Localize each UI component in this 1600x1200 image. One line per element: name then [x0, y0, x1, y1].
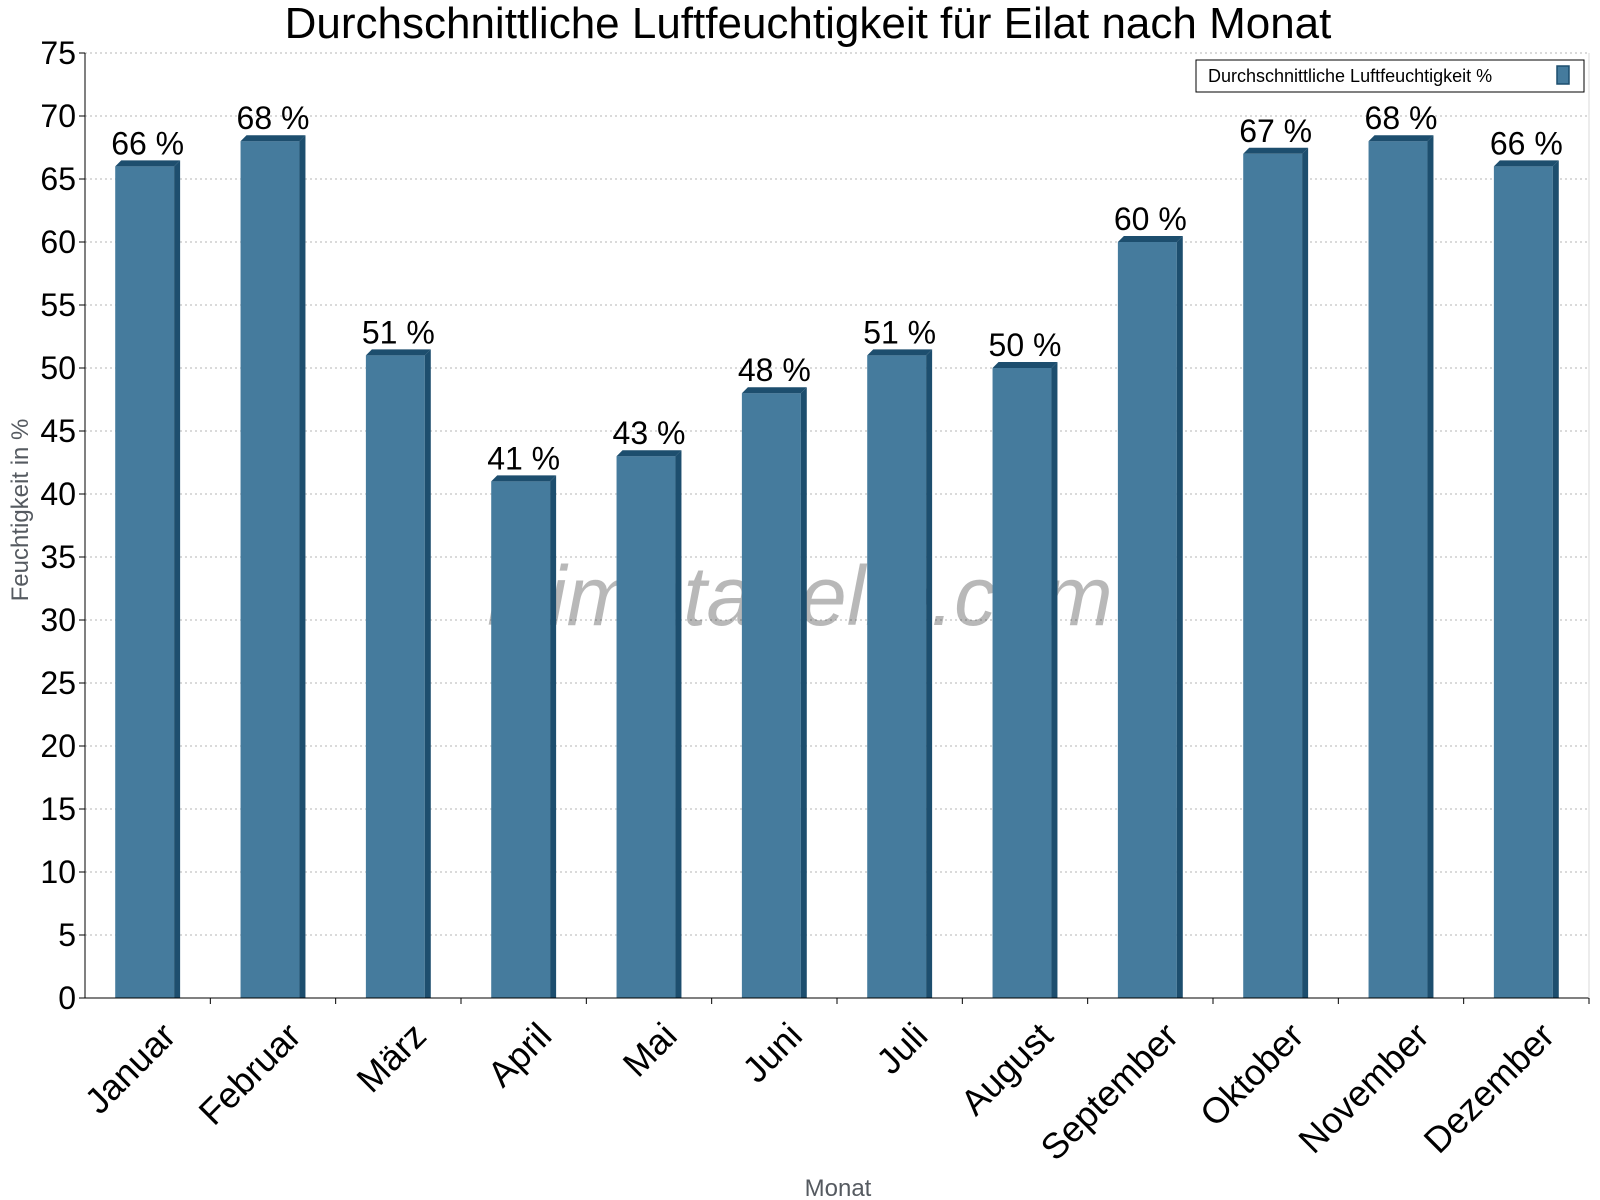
- data-label: 67 %: [1239, 113, 1312, 149]
- bar-top: [115, 160, 181, 167]
- bar: [365, 355, 425, 998]
- data-label: 50 %: [989, 327, 1062, 363]
- bar-side: [1176, 236, 1183, 998]
- y-tick-label: 60: [40, 224, 76, 260]
- bar: [992, 368, 1052, 998]
- chart-title: Durchschnittliche Luftfeuchtigkeit für E…: [285, 0, 1332, 48]
- bar-side: [550, 475, 557, 998]
- y-tick-label: 70: [40, 98, 76, 134]
- bar-side: [1302, 147, 1309, 999]
- bar-side: [299, 135, 306, 998]
- y-axis-title: Feuchtigkeit in %: [7, 419, 34, 602]
- bar-top: [616, 450, 682, 457]
- y-tick-label: 40: [40, 476, 76, 512]
- y-tick-label: 65: [40, 161, 76, 197]
- x-tick-label: September: [1032, 1015, 1186, 1169]
- y-tick-label: 15: [40, 791, 76, 827]
- bar-top: [867, 349, 933, 356]
- bar: [616, 456, 676, 998]
- bar-top: [1243, 147, 1309, 154]
- bar-side: [800, 387, 807, 998]
- bar-side: [1051, 362, 1058, 998]
- data-label: 66 %: [1490, 125, 1563, 161]
- bar-top: [1493, 160, 1559, 167]
- y-ticks: 0 5 10 15 20 25 30 35 40 45 50 55 60 65 70 75: [40, 35, 85, 1016]
- x-tick-label: Januar: [76, 1015, 183, 1122]
- bar: [1117, 242, 1177, 998]
- x-tick-label: August: [952, 1015, 1060, 1123]
- y-tick-label: 75: [40, 35, 76, 71]
- bar: [1493, 166, 1553, 998]
- bar: [1243, 153, 1303, 999]
- y-tick-label: 25: [40, 665, 76, 701]
- bar: [1368, 141, 1428, 998]
- data-label: 68 %: [237, 100, 310, 136]
- bar: [240, 141, 300, 998]
- y-tick-label: 50: [40, 350, 76, 386]
- legend: Durchschnittliche Luftfeuchtigkeit %: [1195, 59, 1585, 93]
- x-tick-label: Juli: [868, 1015, 935, 1082]
- bar: [115, 166, 175, 998]
- bar-top: [365, 349, 431, 356]
- bars: 66 % 68 % 51 % 41 % 43 % 48 % 51 % 50 % 60 % 67 %…: [111, 100, 1563, 999]
- x-tick-label: November: [1290, 1015, 1436, 1161]
- x-tick-label: April: [479, 1015, 559, 1095]
- y-tick-label: 0: [58, 980, 76, 1016]
- x-tick-label: Februar: [191, 1015, 309, 1133]
- bar-top: [992, 362, 1058, 368]
- data-label: 51 %: [863, 314, 936, 350]
- y-tick-label: 55: [40, 287, 76, 323]
- data-label: 66 %: [111, 125, 184, 161]
- data-label: 41 %: [487, 440, 560, 476]
- bar-side: [926, 349, 933, 998]
- y-tick-label: 35: [40, 539, 76, 575]
- legend-swatch: [1556, 65, 1570, 85]
- x-tick-label: Oktober: [1192, 1015, 1312, 1135]
- data-label: 43 %: [613, 415, 686, 451]
- data-label: 60 %: [1114, 201, 1187, 237]
- data-label: 48 %: [738, 352, 811, 388]
- bar-top: [1117, 236, 1183, 242]
- bar-top: [1368, 135, 1434, 142]
- x-axis-title: Monat: [805, 1175, 872, 1200]
- x-tick-label: Juni: [734, 1015, 810, 1091]
- bar-top: [741, 387, 807, 394]
- x-tick-label: März: [348, 1015, 434, 1101]
- bar: [867, 355, 927, 998]
- x-tick-label: Mai: [615, 1015, 685, 1085]
- bar-side: [675, 450, 682, 998]
- bar-top: [491, 475, 557, 482]
- bar-top: [240, 135, 306, 142]
- legend-label: Durchschnittliche Luftfeuchtigkeit %: [1208, 66, 1492, 86]
- x-tick-label: Dezember: [1416, 1015, 1562, 1161]
- data-label: 68 %: [1365, 100, 1438, 136]
- y-tick-label: 10: [40, 854, 76, 890]
- y-tick-label: 5: [58, 917, 76, 953]
- bar-side: [174, 160, 181, 998]
- bar-side: [1427, 135, 1434, 998]
- bar: [491, 481, 551, 998]
- grid: [85, 52, 1589, 936]
- y-tick-label: 30: [40, 602, 76, 638]
- bar-side: [424, 349, 431, 998]
- axes: [84, 53, 1590, 999]
- bar: [741, 393, 801, 998]
- legend-box: [1195, 59, 1585, 93]
- data-label: 51 %: [362, 314, 435, 350]
- bar-side: [1552, 160, 1559, 998]
- y-tick-label: 45: [40, 413, 76, 449]
- x-ticks: Januar Februar März April Mai Juni Juli AugustS…: [76, 998, 1590, 1169]
- y-tick-label: 20: [40, 728, 76, 764]
